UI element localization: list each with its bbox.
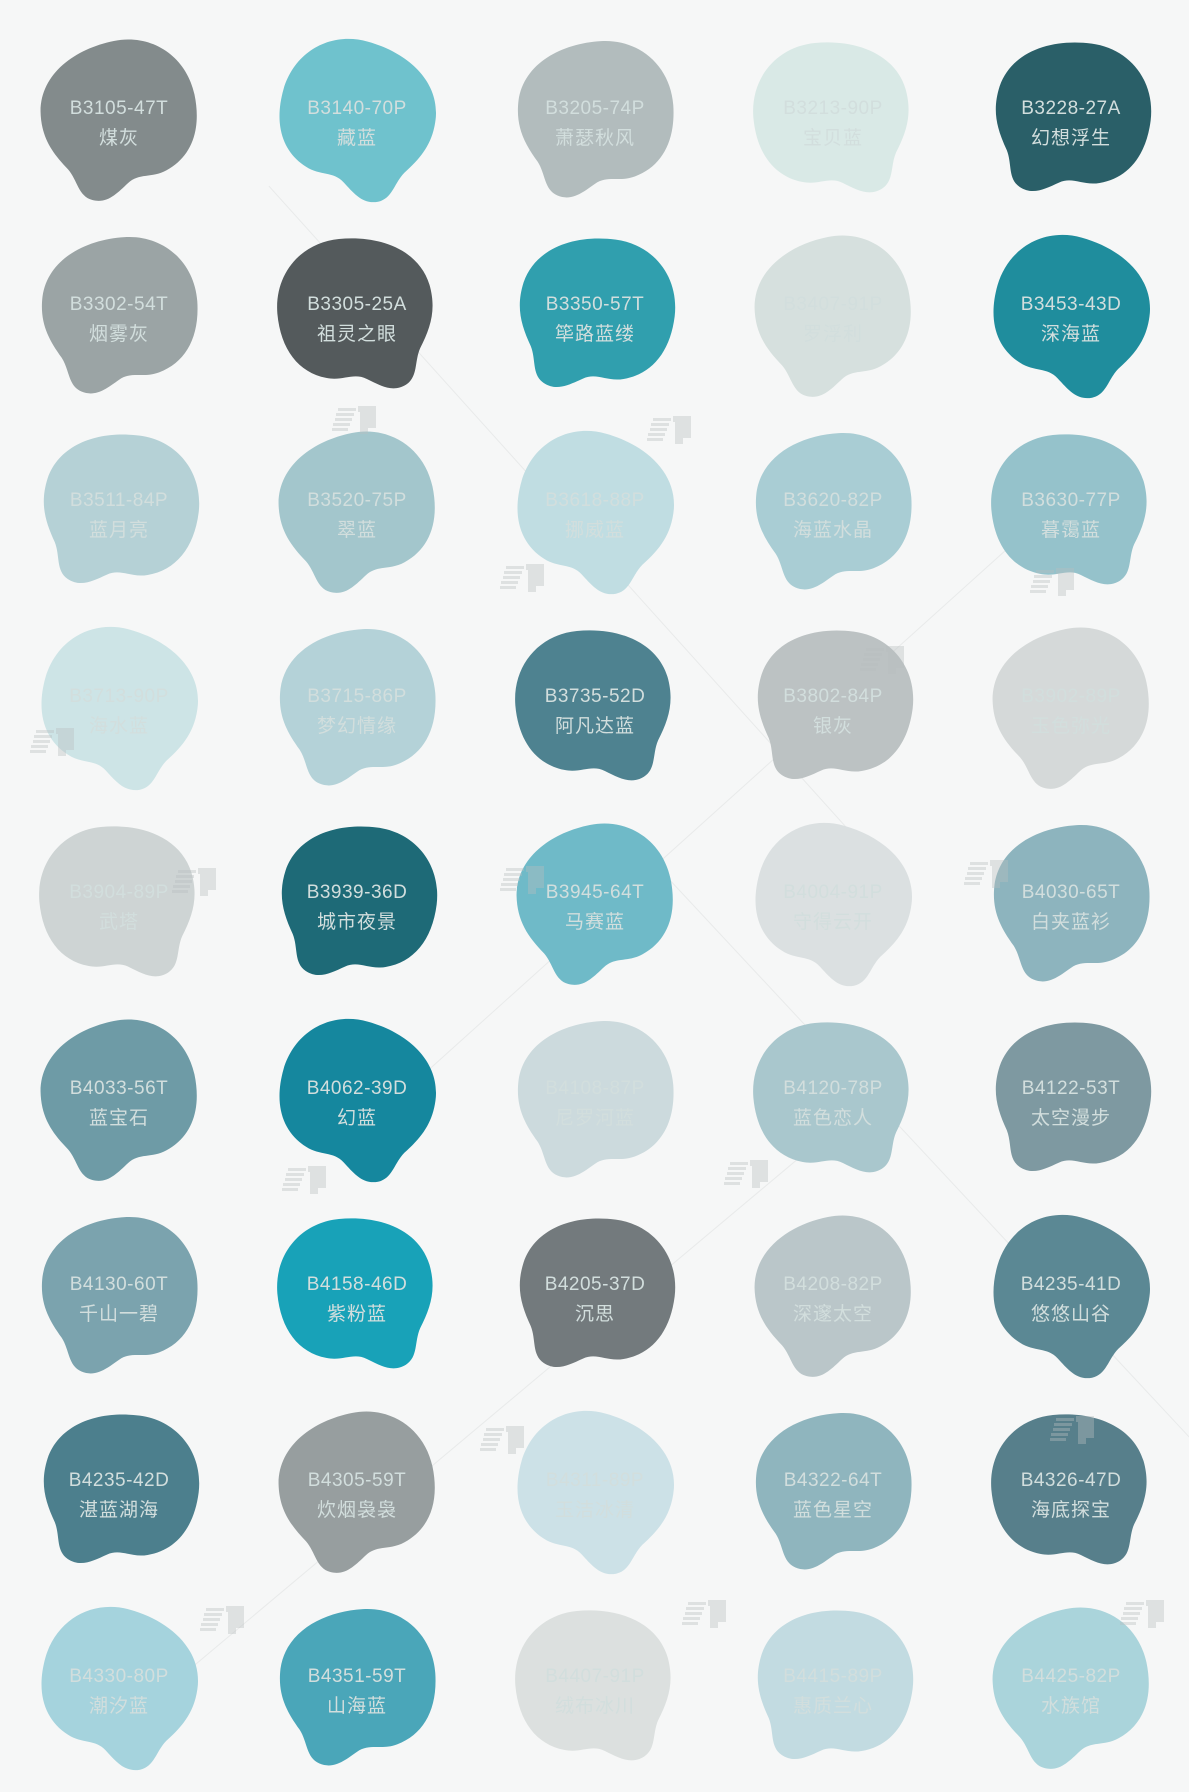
paint-blob-shape xyxy=(517,1410,674,1575)
paint-blob-shape xyxy=(41,626,198,791)
color-swatch: B4425-82P 水族馆 xyxy=(952,1590,1189,1786)
color-swatch: B3715-86P 梦幻情缘 xyxy=(238,610,476,806)
paint-blob-shape xyxy=(993,234,1150,399)
paint-blob-shape xyxy=(278,431,435,593)
paint-blob-shape xyxy=(517,41,674,198)
color-swatch: B4030-65T 白夹蓝衫 xyxy=(952,806,1189,1002)
color-swatch: B3904-89P 武塔 xyxy=(0,806,238,1002)
paint-blob-shape xyxy=(41,1217,198,1374)
color-swatch: B4351-59T 山海蓝 xyxy=(238,1590,476,1786)
color-swatch: B4108-87P 尼罗河蓝 xyxy=(476,1002,714,1198)
color-swatch: B4235-41D 悠悠山谷 xyxy=(952,1198,1189,1394)
paint-blob-shape xyxy=(992,1607,1149,1769)
paint-blob-shape xyxy=(995,42,1152,191)
paint-blob-shape xyxy=(757,1610,914,1759)
color-swatch: B3105-47T 煤灰 xyxy=(0,22,238,218)
paint-blob-shape xyxy=(277,238,433,389)
color-swatch: B3511-84P 蓝月亮 xyxy=(0,414,238,610)
paint-blob-shape xyxy=(757,630,914,779)
paint-blob-shape xyxy=(41,1606,198,1771)
color-swatch: B4326-47D 海底探宝 xyxy=(952,1394,1189,1590)
paint-blob-shape xyxy=(279,1018,436,1183)
paint-blob-shape xyxy=(43,1414,200,1563)
paint-blob-shape xyxy=(993,1214,1150,1379)
paint-blob-shape xyxy=(755,1413,912,1570)
paint-blob-shape xyxy=(281,826,438,975)
color-swatch: B3302-54T 烟雾灰 xyxy=(0,218,238,414)
color-swatch: B3350-57T 筚路蓝缕 xyxy=(476,218,714,414)
paint-blob-shape xyxy=(755,433,912,590)
paint-blob-shape xyxy=(277,1218,433,1369)
paint-blob-shape xyxy=(515,1610,671,1761)
color-swatch: B3213-90P 宝贝蓝 xyxy=(714,22,952,218)
paint-blob-shape xyxy=(519,238,676,387)
paint-blob-shape xyxy=(753,1022,909,1173)
paint-blob-shape xyxy=(519,1218,676,1367)
color-swatch: B4322-64T 蓝色星空 xyxy=(714,1394,952,1590)
paint-blob-shape xyxy=(41,237,198,394)
paint-blob-shape xyxy=(991,1414,1147,1565)
color-swatch: B3228-27A 幻想浮生 xyxy=(952,22,1189,218)
paint-blob-shape xyxy=(279,629,436,786)
color-swatch: B4235-42D 湛蓝湖海 xyxy=(0,1394,238,1590)
paint-blob-shape xyxy=(516,823,673,985)
swatch-grid: B3105-47T 煤灰 B3140-70P 藏蓝 B3205-74P 萧瑟秋风 B3213… xyxy=(0,22,1189,1786)
color-swatch: B4120-78P 蓝色恋人 xyxy=(714,1002,952,1198)
color-swatch: B3945-64T 马赛蓝 xyxy=(476,806,714,1002)
color-swatch: B3520-75P 翠蓝 xyxy=(238,414,476,610)
paint-blob-shape xyxy=(40,39,197,201)
paint-blob-shape xyxy=(993,825,1150,982)
color-swatch: B4311-89P 玉洁冰清 xyxy=(476,1394,714,1590)
paint-blob-shape xyxy=(754,1215,911,1377)
color-swatch: B4415-89P 惠质兰心 xyxy=(714,1590,952,1786)
color-swatch: B4033-56T 蓝宝石 xyxy=(0,1002,238,1198)
paint-blob-shape xyxy=(991,434,1147,585)
color-swatch: B4062-39D 幻蓝 xyxy=(238,1002,476,1198)
paint-blob-shape xyxy=(755,822,912,987)
color-swatch: B4208-82P 深邃太空 xyxy=(714,1198,952,1394)
color-swatch: B3140-70P 藏蓝 xyxy=(238,22,476,218)
color-swatch: B4158-46D 紫粉蓝 xyxy=(238,1198,476,1394)
color-swatch: B3802-84P 银灰 xyxy=(714,610,952,806)
color-swatch: B4004-91P 守得云开 xyxy=(714,806,952,1002)
color-swatch: B3407-91P 罗浮利 xyxy=(714,218,952,414)
color-swatch: B3618-88P 挪威蓝 xyxy=(476,414,714,610)
paint-blob-shape xyxy=(995,1022,1152,1171)
color-swatch: B4205-37D 沉思 xyxy=(476,1198,714,1394)
paint-blob-shape xyxy=(39,826,195,977)
color-swatch: B4130-60T 千山一碧 xyxy=(0,1198,238,1394)
paint-blob-shape xyxy=(40,1019,197,1181)
color-swatch: B3735-52D 阿凡达蓝 xyxy=(476,610,714,806)
color-swatch: B4305-59T 炊烟袅袅 xyxy=(238,1394,476,1590)
color-swatch: B3713-90P 海水蓝 xyxy=(0,610,238,806)
paint-blob-shape xyxy=(992,627,1149,789)
paint-blob-shape xyxy=(43,434,200,583)
paint-blob-shape xyxy=(753,42,909,193)
color-swatch: B3453-43D 深海蓝 xyxy=(952,218,1189,414)
color-swatch: B3205-74P 萧瑟秋风 xyxy=(476,22,714,218)
color-swatch: B3620-82P 海蓝水晶 xyxy=(714,414,952,610)
paint-blob-shape xyxy=(278,1411,435,1573)
paint-blob-shape xyxy=(517,1021,674,1178)
paint-blob-shape xyxy=(517,430,674,595)
paint-blob-shape xyxy=(279,1609,436,1766)
color-swatch: B3305-25A 祖灵之眼 xyxy=(238,218,476,414)
color-swatch: B4330-80P 潮汐蓝 xyxy=(0,1590,238,1786)
paint-blob-shape xyxy=(754,235,911,397)
paint-blob-shape xyxy=(279,38,436,203)
paint-blob-shape xyxy=(515,630,671,781)
color-swatch: B3939-36D 城市夜景 xyxy=(238,806,476,1002)
color-swatch: B4122-53T 太空漫步 xyxy=(952,1002,1189,1198)
color-swatch: B4407-91P 绒布冰川 xyxy=(476,1590,714,1786)
color-swatch: B3630-77P 暮霭蓝 xyxy=(952,414,1189,610)
color-swatch: B3902-89P 玉色弥光 xyxy=(952,610,1189,806)
